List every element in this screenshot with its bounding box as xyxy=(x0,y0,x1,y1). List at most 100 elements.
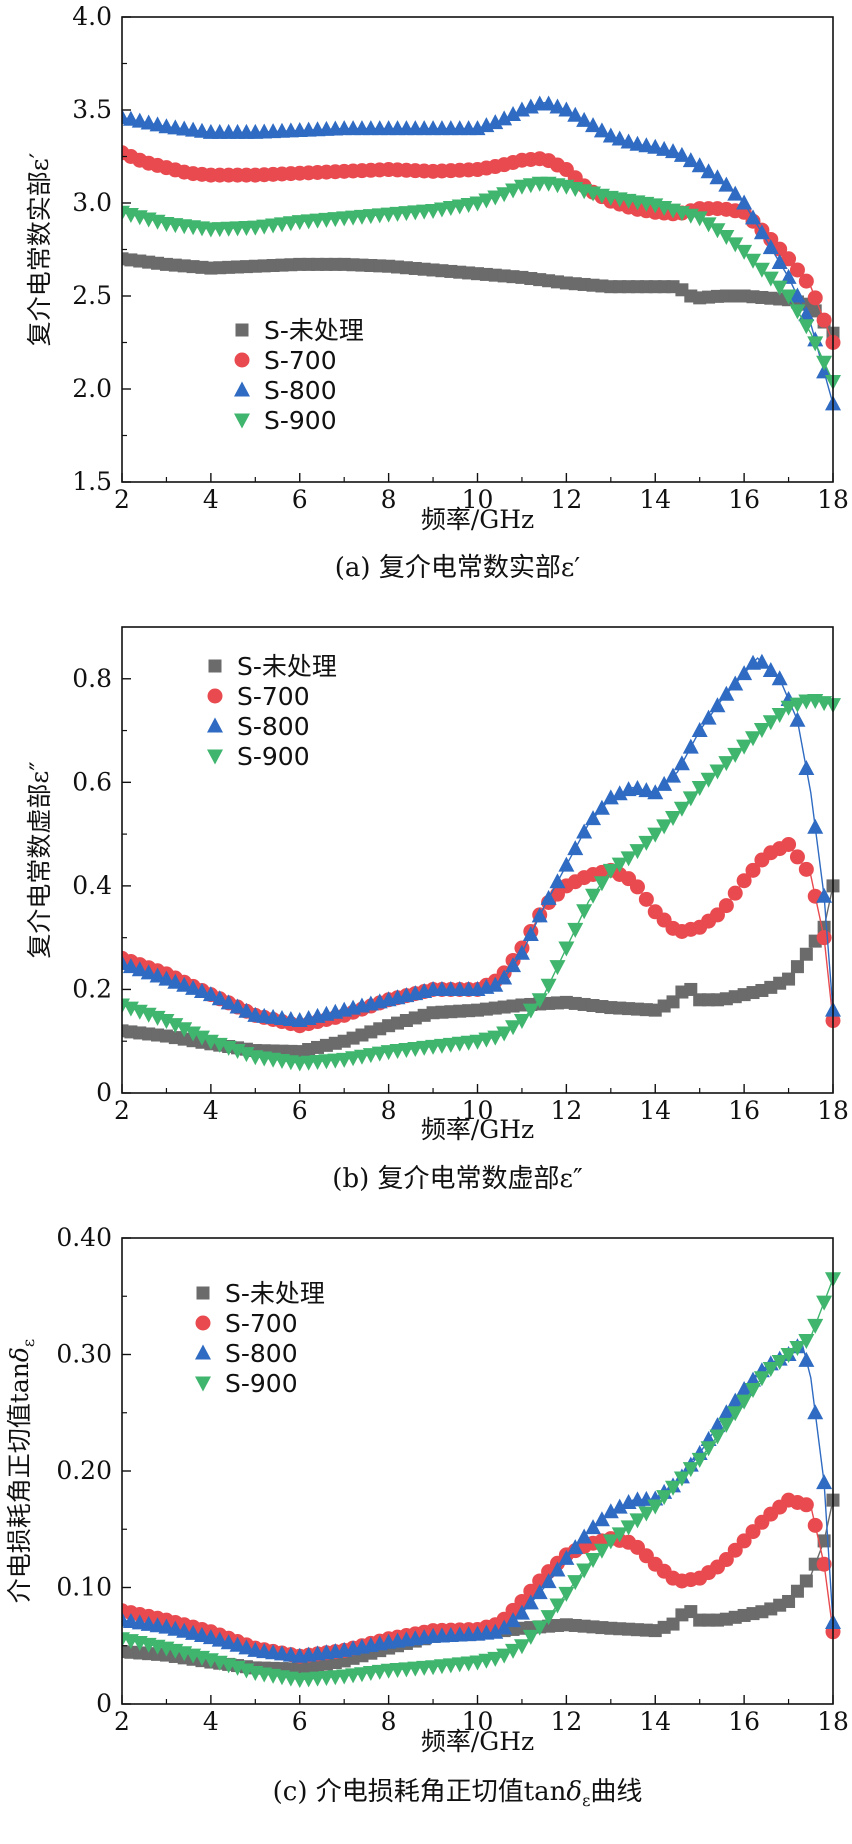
data-point xyxy=(220,994,237,1010)
x-tick-label: 12 xyxy=(550,1707,582,1736)
panel-b: 2 4 6 8 10 12 14 16 18 0 0.2 0.4 0.6 0.8 频率/GHz 复介电常数虚部… xyxy=(25,626,849,1194)
data-point xyxy=(540,1573,557,1589)
data-point xyxy=(736,194,753,210)
data-point xyxy=(487,1651,504,1667)
data-point xyxy=(238,1002,255,1018)
data-point xyxy=(593,122,610,138)
data-point xyxy=(202,986,219,1002)
data-point xyxy=(789,1341,806,1357)
series-3 xyxy=(122,653,841,1028)
data-point xyxy=(789,849,805,865)
x-axis-label: 频率/GHz xyxy=(421,505,534,534)
data-point xyxy=(558,1586,575,1602)
data-point xyxy=(816,887,833,903)
data-point xyxy=(505,1020,522,1036)
data-point xyxy=(549,98,566,114)
data-point xyxy=(531,993,548,1009)
data-point xyxy=(745,1382,762,1398)
data-point xyxy=(736,739,753,755)
series-3 xyxy=(122,95,841,411)
data-point xyxy=(611,785,628,801)
data-point xyxy=(522,1003,539,1019)
data-point xyxy=(718,685,735,701)
data-point xyxy=(771,1354,788,1370)
y-tick-label: 0.2 xyxy=(72,974,112,1003)
x-tick-label: 16 xyxy=(728,1707,760,1736)
data-point xyxy=(656,819,673,835)
data-point xyxy=(718,756,735,772)
legend-marker xyxy=(234,413,250,429)
data-point xyxy=(593,1511,610,1527)
data-point xyxy=(593,799,610,815)
data-point xyxy=(709,697,726,713)
data-point xyxy=(682,152,699,168)
data-point xyxy=(745,253,762,269)
data-point xyxy=(576,904,593,920)
legend-label: S-900 xyxy=(225,1369,298,1398)
series-2 xyxy=(122,145,841,350)
data-point xyxy=(229,1636,246,1652)
x-tick-label: 4 xyxy=(203,1096,219,1125)
data-point xyxy=(807,290,823,306)
data-point xyxy=(505,1612,522,1628)
data-point xyxy=(782,1594,796,1608)
data-point xyxy=(611,857,628,873)
data-point xyxy=(709,907,725,923)
data-point xyxy=(753,262,770,278)
data-point xyxy=(602,1503,619,1519)
data-point xyxy=(799,1574,813,1588)
data-point xyxy=(673,755,690,771)
data-point xyxy=(185,1026,202,1042)
data-point xyxy=(666,995,680,1009)
data-point xyxy=(753,224,770,240)
data-point xyxy=(700,163,717,179)
x-tick-label: 6 xyxy=(292,1096,308,1125)
data-point xyxy=(709,169,726,185)
data-point xyxy=(665,1480,682,1496)
data-point xyxy=(513,1604,530,1620)
data-point xyxy=(745,209,762,225)
data-point xyxy=(709,1417,726,1433)
data-point xyxy=(629,844,646,860)
y-tick-label: 1.5 xyxy=(72,467,112,496)
data-point xyxy=(193,1626,210,1642)
data-point xyxy=(700,709,717,725)
data-point xyxy=(549,1598,566,1614)
data-point xyxy=(193,983,210,999)
data-point xyxy=(469,196,486,212)
y-axis-label: 复介电常数虚部ε″ xyxy=(25,761,54,958)
data-point xyxy=(736,1380,753,1396)
x-tick-label: 10 xyxy=(462,1096,494,1125)
data-point xyxy=(638,835,655,851)
data-point xyxy=(158,970,175,986)
legend-marker xyxy=(195,1315,211,1331)
data-point xyxy=(682,738,699,754)
data-point xyxy=(540,95,557,111)
y-axis-label: 介电损耗角正切值tanδε xyxy=(5,1339,38,1603)
data-point xyxy=(691,1452,708,1468)
caption-delta: δ xyxy=(566,1777,582,1807)
data-point xyxy=(753,653,770,669)
data-point xyxy=(229,998,246,1014)
data-point xyxy=(158,1014,175,1030)
data-point xyxy=(167,1018,184,1034)
data-point xyxy=(709,1429,726,1445)
plot-frame xyxy=(121,16,834,483)
x-tick-label: 6 xyxy=(292,485,308,514)
data-point xyxy=(727,1542,743,1558)
data-point xyxy=(673,801,690,817)
data-point xyxy=(718,1417,735,1433)
x-tick-label: 14 xyxy=(639,1096,671,1125)
x-tick-label: 2 xyxy=(114,1096,130,1125)
x-tick-label: 2 xyxy=(114,485,130,514)
data-point xyxy=(798,319,815,335)
data-point xyxy=(727,885,743,901)
data-point xyxy=(665,143,682,159)
series-4 xyxy=(122,176,841,391)
series-4 xyxy=(122,694,841,1072)
x-tick-label: 14 xyxy=(639,485,671,514)
data-point xyxy=(549,960,566,976)
data-point xyxy=(816,1295,833,1311)
data-point xyxy=(558,1549,575,1565)
data-point xyxy=(496,1026,513,1042)
